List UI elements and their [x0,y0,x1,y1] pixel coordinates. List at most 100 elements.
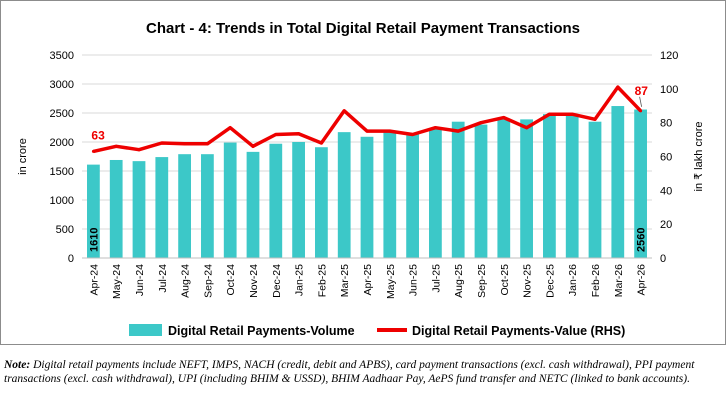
leader-line [639,96,642,107]
y-axis-title: in crore [17,138,29,175]
x-tick-label: Feb-26 [590,264,602,297]
x-tick-label: Jul-24 [157,264,169,293]
volume-bar [588,121,602,258]
y-tick-label: 2000 [50,137,74,149]
x-tick-label: May-24 [111,264,123,299]
value-point [114,144,118,148]
volume-bar [634,109,647,259]
volume-bar [109,159,123,258]
volume-bar [543,114,556,258]
volume-bar [87,164,100,258]
value-point [525,126,529,130]
volume-bar [292,142,305,258]
volume-bar [201,154,214,258]
value-point [547,112,551,116]
y2-tick-label: 80 [660,118,672,130]
y-tick-label: 500 [56,224,74,236]
value-point [433,126,437,130]
volume-bar [315,147,328,258]
y-tick-label: 2500 [50,108,74,120]
legend-label-value: Digital Retail Payments-Value (RHS) [412,324,625,338]
y-tick-label: 1500 [50,166,74,178]
volume-bar [337,132,351,258]
volume-bar [178,154,191,258]
y2-axis-title: in ₹ lakh crore [693,122,705,192]
x-tick-label: Aug-25 [453,264,465,298]
volume-bar [611,106,625,258]
volume-bar [451,121,465,258]
legend-label-volume: Digital Retail Payments-Volume [168,324,355,338]
value-point [137,148,141,152]
value-point [297,132,301,136]
value-point [411,133,415,137]
y-tick-label: 0 [68,253,74,265]
line-data-label: 87 [635,84,649,98]
volume-bar [269,143,283,258]
volume-bar [383,131,397,258]
value-point [479,121,483,125]
chart-svg: 0 500 1000 1500 2000 2500 3000 3500 0 20 40 60 80 100… [17,50,705,338]
volume-bar [520,119,533,258]
chart-frame [0,0,726,345]
volume-bar [246,151,260,258]
value-point [205,142,209,146]
value-point [365,129,369,133]
value-point [319,141,323,145]
volume-bar [474,124,488,258]
x-tick-label: May-25 [385,264,397,299]
x-tick-label: Sep-24 [202,264,214,298]
bar-data-label: 2560 [636,228,648,252]
y-tick-label: 3000 [50,79,74,91]
x-tick-label: Oct-25 [499,264,511,296]
value-point [456,129,460,133]
value-point [228,126,232,130]
y2-tick-label: 60 [660,152,672,164]
volume-bar [497,118,511,258]
volume-bar [132,161,146,258]
x-tick-label: Aug-24 [180,264,192,298]
y2-tick-label: 20 [660,219,672,231]
x-tick-label: Dec-24 [271,264,283,298]
x-tick-label: Nov-25 [522,264,534,298]
volume-bar [565,114,579,259]
footnote: Note: Digital retail payments include NE… [4,358,719,386]
y-tick-label: 1000 [50,195,74,207]
value-point [593,117,597,121]
value-point [570,112,574,116]
value-point [251,144,255,148]
volume-bar [155,157,169,258]
value-point [616,85,620,89]
x-tick-label: Mar-26 [613,264,625,297]
x-tick-label: Mar-25 [339,264,351,297]
x-tick-label: Dec-25 [544,264,556,298]
bar-data-label: 1610 [88,228,100,252]
footnote-label: Note: [4,359,31,371]
x-tick-label: Apr-26 [636,264,648,296]
value-point [502,116,506,120]
x-tick-label: Oct-24 [225,264,237,296]
y2-tick-label: 40 [660,185,672,197]
legend-swatch-volume [129,324,162,336]
x-tick-label: Apr-25 [362,264,374,296]
value-point [639,109,643,113]
value-point [160,141,164,145]
chart-title: Chart - 4: Trends in Total Digital Retai… [146,20,580,37]
x-tick-label: Jul-25 [430,264,442,293]
x-tick-label: Jan-25 [294,264,306,296]
x-tick-label: Sep-25 [476,264,488,298]
value-point [342,109,346,113]
y2-tick-label: 100 [660,84,678,96]
y-tick-label: 3500 [50,50,74,62]
volume-bar [360,136,374,258]
volume-bar [406,133,419,258]
line-data-label: 63 [91,128,105,142]
value-point [274,133,278,137]
footnote-text: Digital retail payments include NEFT, IM… [4,359,695,385]
y2-tick-label: 0 [660,253,666,265]
volume-bar [223,142,237,258]
x-tick-label: Jun-25 [408,264,420,296]
x-tick-label: Jan-26 [567,264,579,296]
y2-tick-label: 120 [660,50,678,62]
value-point [91,149,95,153]
x-tick-label: Feb-25 [316,264,328,297]
